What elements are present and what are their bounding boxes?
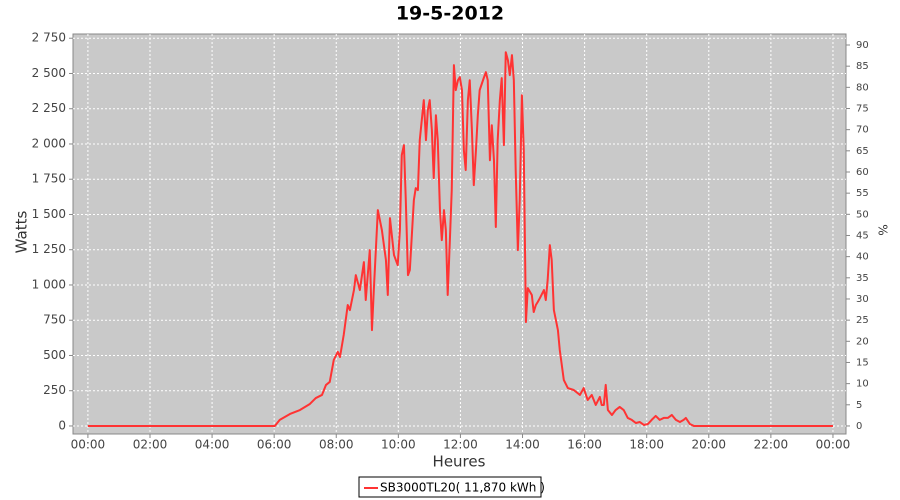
x-tick-label: 00:00	[71, 438, 106, 452]
y2-tick-label: 15	[856, 357, 869, 368]
x-tick-label: 10:00	[381, 438, 416, 452]
y2-tick-label: 90	[856, 40, 869, 51]
chart-title: 19-5-2012	[396, 3, 504, 25]
y2-tick-label: 55	[856, 188, 869, 199]
x-tick-label: 16:00	[567, 438, 602, 452]
y2-tick-label: 85	[856, 61, 869, 72]
x-tick-label: 08:00	[319, 438, 354, 452]
plot-area	[72, 33, 847, 435]
y2-tick-label: 60	[856, 167, 869, 178]
y2-tick-label: 10	[856, 379, 869, 390]
y2-tick-label: 25	[856, 315, 869, 326]
y-tick-label: 1 000	[32, 277, 66, 291]
y-tick-label: 0	[58, 418, 66, 432]
series-line	[87, 51, 833, 427]
y-tick-label: 750	[43, 313, 66, 327]
x-tick-label: 20:00	[691, 438, 726, 452]
x-axis-label: Heures	[433, 453, 486, 471]
x-tick-label: 06:00	[257, 438, 292, 452]
y-axis-label: Watts	[13, 211, 31, 254]
legend	[358, 476, 542, 498]
y2-tick-label: 70	[856, 125, 869, 136]
y2-tick-label: 75	[856, 103, 869, 114]
y-tick-label: 2 000	[32, 136, 66, 150]
y-tick-label: 500	[43, 348, 66, 362]
y-tick-label: 2 750	[32, 31, 66, 45]
x-tick-label: 00:00	[816, 438, 851, 452]
y2-tick-label: 40	[856, 252, 869, 263]
y2-tick-label: 0	[856, 421, 862, 432]
x-tick-label: 18:00	[629, 438, 664, 452]
y2-axis-label: %	[876, 224, 890, 235]
y2-tick-label: 65	[856, 146, 869, 157]
y-tick-label: 2 250	[32, 101, 66, 115]
y-tick-label: 250	[43, 383, 66, 397]
y2-tick-label: 45	[856, 230, 869, 241]
legend-label: SB3000TL20( 11,870 kWh )	[380, 481, 545, 495]
x-tick-label: 02:00	[133, 438, 168, 452]
y2-tick-label: 35	[856, 273, 869, 284]
y2-tick-label: 5	[856, 400, 862, 411]
y-tick-label: 1 750	[32, 172, 66, 186]
y-tick-label: 1 250	[32, 242, 66, 256]
x-tick-label: 12:00	[443, 438, 478, 452]
y2-tick-label: 20	[856, 336, 869, 347]
x-tick-label: 04:00	[195, 438, 230, 452]
y2-tick-label: 50	[856, 209, 869, 220]
y-tick-label: 2 500	[32, 66, 66, 80]
y2-tick-label: 30	[856, 294, 869, 305]
x-tick-label: 22:00	[754, 438, 789, 452]
x-tick-label: 14:00	[505, 438, 540, 452]
y2-tick-label: 80	[856, 82, 869, 93]
y-tick-label: 1 500	[32, 207, 66, 221]
